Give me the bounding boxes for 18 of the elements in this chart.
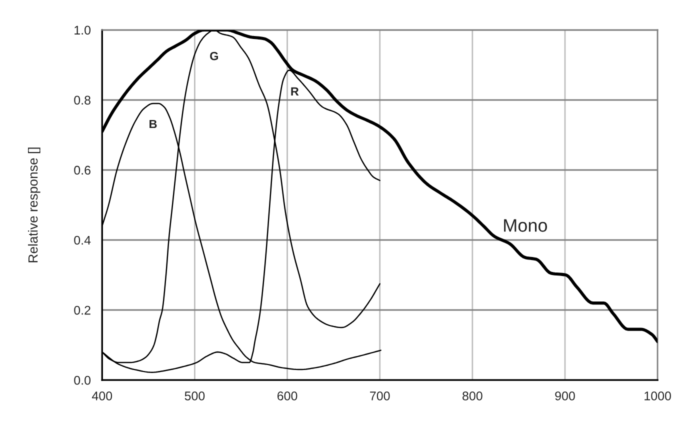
y-tick-label: 0.6 bbox=[74, 166, 90, 175]
x-tick-label: 800 bbox=[462, 392, 482, 400]
x-tick-label: 500 bbox=[184, 392, 205, 400]
y-tick-label: 0.8 bbox=[74, 96, 90, 105]
x-tick-label: 900 bbox=[555, 392, 575, 400]
y-axis-title: Relative response [] bbox=[28, 148, 40, 262]
y-tick-label: 0.0 bbox=[74, 376, 91, 385]
x-tick-label: 700 bbox=[370, 392, 390, 400]
series-label: G bbox=[210, 52, 218, 60]
series-label: B bbox=[150, 120, 157, 128]
x-tick-label: 1000 bbox=[644, 392, 671, 400]
y-tick-label: 1.0 bbox=[74, 26, 91, 35]
y-tick-label: 0.2 bbox=[74, 306, 90, 315]
series-label: Mono bbox=[504, 219, 548, 232]
x-tick-label: 400 bbox=[92, 392, 112, 400]
x-tick-label: 600 bbox=[277, 392, 298, 400]
y-tick-label: 0.4 bbox=[74, 236, 91, 245]
series-label: R bbox=[291, 87, 299, 96]
